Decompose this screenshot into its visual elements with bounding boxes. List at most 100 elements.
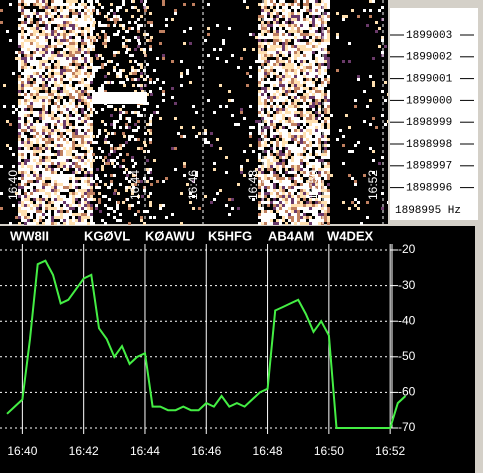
noise-dot [57, 198, 60, 201]
noise-dot [51, 222, 54, 225]
noise-dot [81, 96, 84, 99]
noise-dot [261, 111, 264, 114]
noise-dot [75, 0, 78, 3]
noise-dot [276, 90, 279, 93]
noise-dot [303, 144, 306, 147]
noise-dot [30, 150, 33, 153]
noise-dot [21, 198, 24, 201]
noise-dot [114, 108, 117, 111]
noise-dot [27, 162, 30, 165]
noise-dot [51, 21, 54, 24]
noise-dot [57, 39, 60, 42]
noise-dot [306, 162, 309, 165]
noise-dot [312, 15, 315, 18]
noise-dot [140, 48, 143, 51]
noise-dot [324, 198, 327, 201]
noise-dot [36, 123, 39, 126]
noise-dot [18, 33, 21, 36]
noise-dot [66, 12, 69, 15]
noise-dot [279, 201, 282, 204]
noise-dot [75, 195, 78, 198]
noise-dot [36, 93, 39, 96]
noise-dot [33, 63, 36, 66]
noise-dot [357, 15, 360, 18]
noise-dot [321, 171, 324, 174]
noise-dot [39, 123, 42, 126]
noise-dot [72, 150, 75, 153]
noise-dot [285, 144, 288, 147]
noise-dot [96, 12, 99, 15]
noise-dot [249, 66, 252, 69]
noise-dot [351, 9, 354, 12]
noise-dot [63, 129, 66, 132]
noise-dot [327, 3, 330, 6]
noise-dot [276, 219, 279, 222]
noise-dot [54, 168, 57, 171]
noise-dot [240, 57, 243, 60]
noise-dot [273, 24, 276, 27]
noise-dot [149, 171, 152, 174]
noise-dot [119, 213, 122, 216]
noise-dot [84, 177, 87, 180]
noise-dot [324, 84, 327, 87]
noise-dot [137, 84, 140, 87]
noise-dot [261, 171, 264, 174]
noise-dot [149, 201, 152, 204]
noise-dot [312, 144, 315, 147]
noise-dot [134, 183, 137, 186]
noise-dot [258, 120, 261, 123]
noise-dot [60, 183, 63, 186]
noise-dot [39, 111, 42, 114]
noise-dot [279, 39, 282, 42]
noise-dot [39, 117, 42, 120]
noise-dot [24, 54, 27, 57]
noise-dot [288, 78, 291, 81]
noise-dot [149, 132, 152, 135]
noise-dot [324, 153, 327, 156]
noise-dot [291, 189, 294, 192]
noise-dot [3, 105, 6, 108]
noise-dot [315, 201, 318, 204]
noise-dot [321, 123, 324, 126]
noise-dot [45, 177, 48, 180]
noise-dot [300, 147, 303, 150]
noise-dot [327, 129, 330, 132]
noise-dot [279, 150, 282, 153]
noise-dot [63, 21, 66, 24]
noise-dot [84, 153, 87, 156]
noise-dot [110, 207, 113, 210]
noise-dot [303, 114, 306, 117]
noise-dot [54, 171, 57, 174]
noise-dot [51, 195, 54, 198]
noise-dot [69, 198, 72, 201]
noise-dot [342, 162, 345, 165]
noise-dot [156, 111, 159, 114]
noise-dot [90, 60, 93, 63]
noise-dot [306, 120, 309, 123]
noise-dot [276, 132, 279, 135]
noise-dot [183, 42, 186, 45]
noise-dot [375, 126, 378, 129]
noise-dot [57, 153, 60, 156]
noise-dot [39, 51, 42, 54]
noise-dot [90, 195, 93, 198]
noise-dot [72, 96, 75, 99]
noise-dot [288, 105, 291, 108]
noise-dot [63, 15, 66, 18]
noise-dot [24, 87, 27, 90]
noise-dot [264, 6, 267, 9]
noise-dot [113, 150, 116, 153]
noise-dot [69, 60, 72, 63]
noise-dot [54, 147, 57, 150]
noise-dot [146, 6, 149, 9]
noise-dot [42, 36, 45, 39]
noise-dot [104, 123, 107, 126]
noise-dot [30, 12, 33, 15]
noise-dot [282, 120, 285, 123]
noise-dot [312, 162, 315, 165]
noise-dot [336, 138, 339, 141]
noise-dot [69, 207, 72, 210]
noise-dot [309, 192, 312, 195]
noise-dot [42, 195, 45, 198]
noise-dot [324, 162, 327, 165]
